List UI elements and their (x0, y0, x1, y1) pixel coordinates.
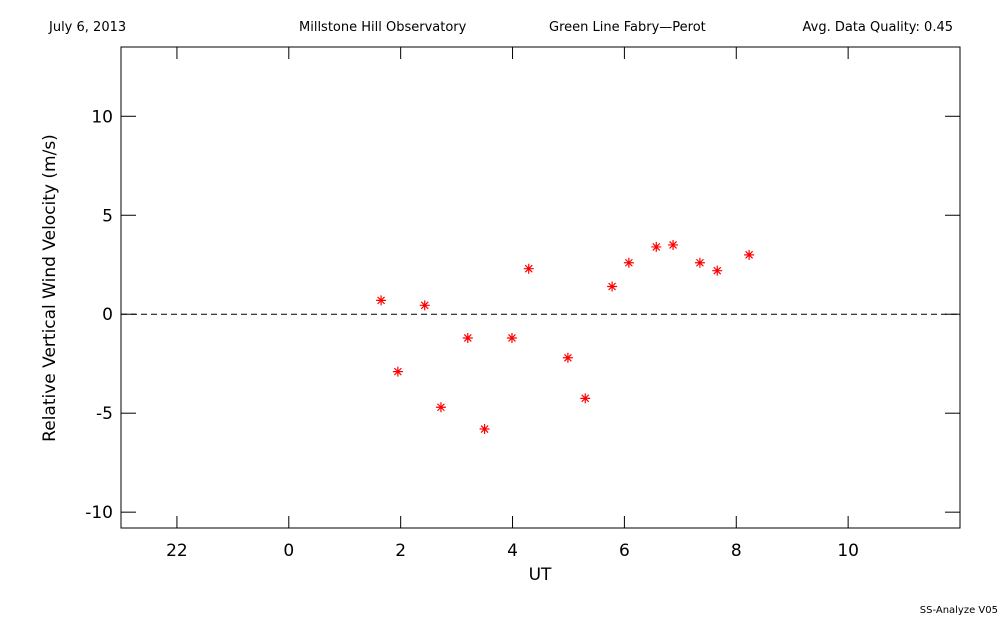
header-quality: Avg. Data Quality: 0.45 (803, 20, 953, 35)
header-site: Millstone Hill Observatory (299, 20, 467, 35)
x-tick-label: 8 (731, 541, 742, 561)
point (462, 332, 473, 343)
x-tick-label: 4 (507, 541, 518, 561)
y-axis-label: Relative Vertical Wind Velocity (m/s) (40, 134, 60, 442)
footer: SS-Analyze V05 (920, 605, 998, 616)
x-tick-label: 0 (283, 541, 294, 561)
point (435, 402, 446, 413)
x-tick-label: 6 (619, 541, 630, 561)
x-tick-label: 10 (837, 541, 859, 561)
x-tick-label: 2 (395, 541, 406, 561)
point (607, 281, 618, 292)
point (392, 366, 403, 377)
point (668, 239, 679, 250)
point (694, 257, 705, 268)
point (419, 300, 430, 311)
x-axis-label: UT (529, 565, 552, 585)
header-date: July 6, 2013 (48, 20, 126, 35)
point (479, 424, 490, 435)
point (580, 393, 591, 404)
point (623, 257, 634, 268)
y-tick-label: 10 (91, 107, 113, 127)
header-instrument: Green Line Fabry—Perot (549, 20, 706, 35)
y-tick-label: 0 (102, 305, 113, 325)
plot-frame (120, 46, 961, 529)
y-tick-label: -5 (96, 404, 113, 424)
point (523, 263, 534, 274)
point (712, 265, 723, 276)
point (651, 241, 662, 252)
y-tick-label: -10 (85, 503, 113, 523)
x-tick-label: 22 (166, 541, 188, 561)
y-tick-label: 5 (102, 206, 113, 226)
point (506, 332, 517, 343)
point (376, 295, 387, 306)
point (562, 352, 573, 363)
point (744, 249, 755, 260)
